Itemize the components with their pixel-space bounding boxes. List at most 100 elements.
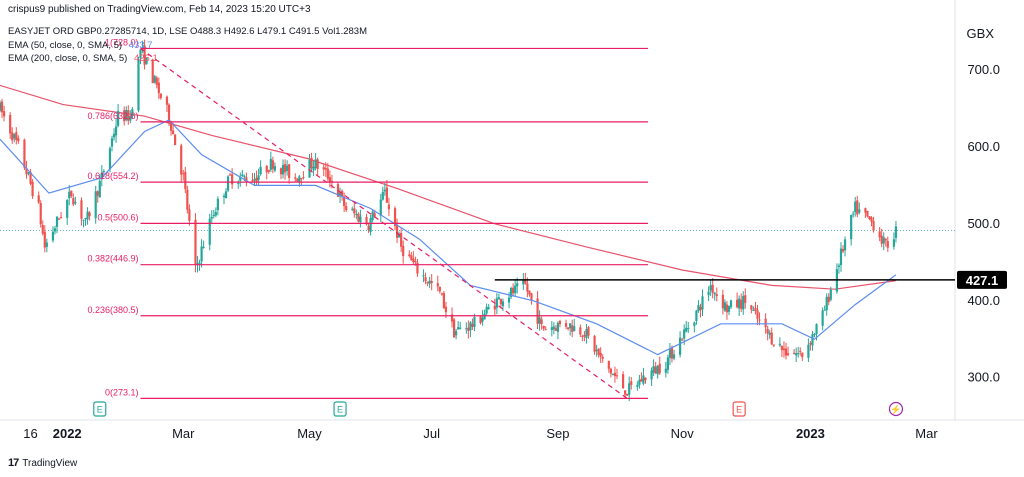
x-tick-label: Mar bbox=[915, 426, 938, 441]
candle-body bbox=[180, 145, 183, 175]
candle-body bbox=[55, 216, 59, 227]
candle-body bbox=[573, 326, 576, 332]
tradingview-logo[interactable]: 17 TradingView bbox=[8, 457, 77, 469]
candle-body bbox=[395, 224, 399, 238]
x-tick-label: 2023 bbox=[796, 426, 825, 441]
candle-body bbox=[495, 298, 498, 308]
candle-body bbox=[438, 286, 441, 292]
candle-body bbox=[137, 58, 140, 111]
candle-body bbox=[542, 326, 545, 329]
fibonacci-retracement[interactable]: 1(728.0) 0.786(632.6) 0.618(554.2) 0.5(500.… bbox=[87, 37, 648, 399]
candle-body bbox=[17, 138, 20, 142]
candle-body bbox=[359, 216, 362, 223]
candle-body bbox=[799, 350, 802, 352]
candle-body bbox=[70, 190, 73, 197]
candle-body bbox=[811, 334, 814, 346]
candle-body bbox=[524, 279, 527, 284]
candle-body bbox=[552, 326, 555, 330]
event-markers[interactable]: E E E ⚡ bbox=[93, 401, 904, 417]
candle-body bbox=[850, 215, 853, 240]
candle-body bbox=[872, 221, 875, 231]
dividend-marker bbox=[888, 401, 904, 417]
candle-body bbox=[381, 191, 384, 200]
candle-body bbox=[856, 200, 859, 215]
candle-body bbox=[43, 231, 46, 248]
candle-body bbox=[357, 213, 360, 222]
candle-body bbox=[564, 323, 568, 327]
candle-body bbox=[269, 158, 272, 170]
candle-body bbox=[29, 172, 32, 184]
candle-body bbox=[672, 354, 676, 359]
candle-body bbox=[442, 293, 446, 308]
candle-body bbox=[711, 284, 714, 293]
candle-body bbox=[823, 309, 826, 311]
candle-body bbox=[837, 265, 841, 267]
candle-body bbox=[314, 159, 317, 168]
fib-level-label: 0.786(632.6) bbox=[87, 111, 138, 121]
candle-body bbox=[756, 310, 759, 319]
candle-body bbox=[729, 300, 733, 308]
x-tick-label: Mar bbox=[172, 426, 195, 441]
candle-body bbox=[514, 285, 517, 294]
candle-body bbox=[365, 216, 368, 225]
candle-body bbox=[198, 262, 201, 265]
candle-body bbox=[430, 281, 433, 283]
y-tick-label: 600.0 bbox=[967, 139, 1000, 154]
candle-body bbox=[601, 357, 604, 359]
candle-body bbox=[45, 242, 48, 247]
ema200-label: EMA (200, close, 0, SMA, 5) bbox=[8, 53, 128, 64]
candle-body bbox=[471, 323, 474, 327]
candle-body bbox=[23, 139, 26, 168]
candle-body bbox=[267, 170, 270, 172]
candle-body bbox=[251, 180, 254, 182]
candle-body bbox=[383, 189, 386, 192]
candle-body bbox=[110, 138, 114, 147]
candle-body bbox=[736, 299, 739, 308]
candle-body bbox=[807, 344, 810, 358]
candle-body bbox=[167, 104, 171, 122]
candle-body bbox=[813, 334, 816, 336]
candle-body bbox=[556, 322, 560, 332]
candle-body bbox=[145, 57, 148, 64]
candle-body bbox=[224, 191, 228, 199]
fib-level-label: 1(728.0) bbox=[105, 37, 139, 47]
candle-body bbox=[226, 176, 230, 191]
candle-body bbox=[870, 217, 873, 222]
candle-body bbox=[424, 277, 427, 282]
candle-body bbox=[630, 381, 633, 385]
candle-body bbox=[829, 289, 832, 300]
candle-body bbox=[279, 168, 283, 175]
candle-body bbox=[139, 49, 142, 59]
candle-body bbox=[255, 177, 258, 182]
time-axis[interactable]: 16 2022 Mar May Jul Sep Nov 2023 Mar bbox=[23, 426, 938, 441]
candle-body bbox=[550, 327, 553, 331]
symbol-name[interactable]: EASYJET ORD GBP0.27285714, 1D, LSE bbox=[8, 26, 188, 37]
candle-body bbox=[112, 133, 116, 138]
fib-level-label: 0.618(554.2) bbox=[87, 171, 138, 181]
candle-body bbox=[308, 160, 311, 178]
candle-body bbox=[11, 132, 14, 141]
candle-body bbox=[436, 283, 439, 287]
candle-body bbox=[611, 374, 615, 376]
candlestick-series bbox=[0, 39, 898, 402]
candle-body bbox=[607, 360, 610, 369]
candle-body bbox=[157, 82, 160, 94]
resistance-line[interactable]: 427.1 bbox=[494, 270, 1007, 289]
candle-body bbox=[367, 226, 370, 231]
candle-body bbox=[330, 180, 334, 182]
candle-body bbox=[82, 219, 85, 221]
candle-body bbox=[609, 368, 612, 374]
ema50-legend[interactable]: EMA (50, close, 0, SMA, 5) 433.7 bbox=[8, 40, 152, 51]
candle-body bbox=[459, 327, 462, 329]
ema200-legend[interactable]: EMA (200, close, 0, SMA, 5) 426.1 bbox=[8, 53, 158, 64]
candle-body bbox=[66, 200, 69, 218]
price-axis[interactable]: 300.0 400.0 500.0 600.0 700.0 bbox=[967, 62, 1000, 385]
candle-body bbox=[558, 321, 562, 324]
candle-body bbox=[84, 218, 87, 220]
candle-body bbox=[469, 322, 472, 331]
candle-body bbox=[88, 212, 91, 217]
candle-body bbox=[27, 172, 30, 174]
fib-trend-line bbox=[140, 47, 628, 399]
candle-body bbox=[825, 296, 828, 311]
